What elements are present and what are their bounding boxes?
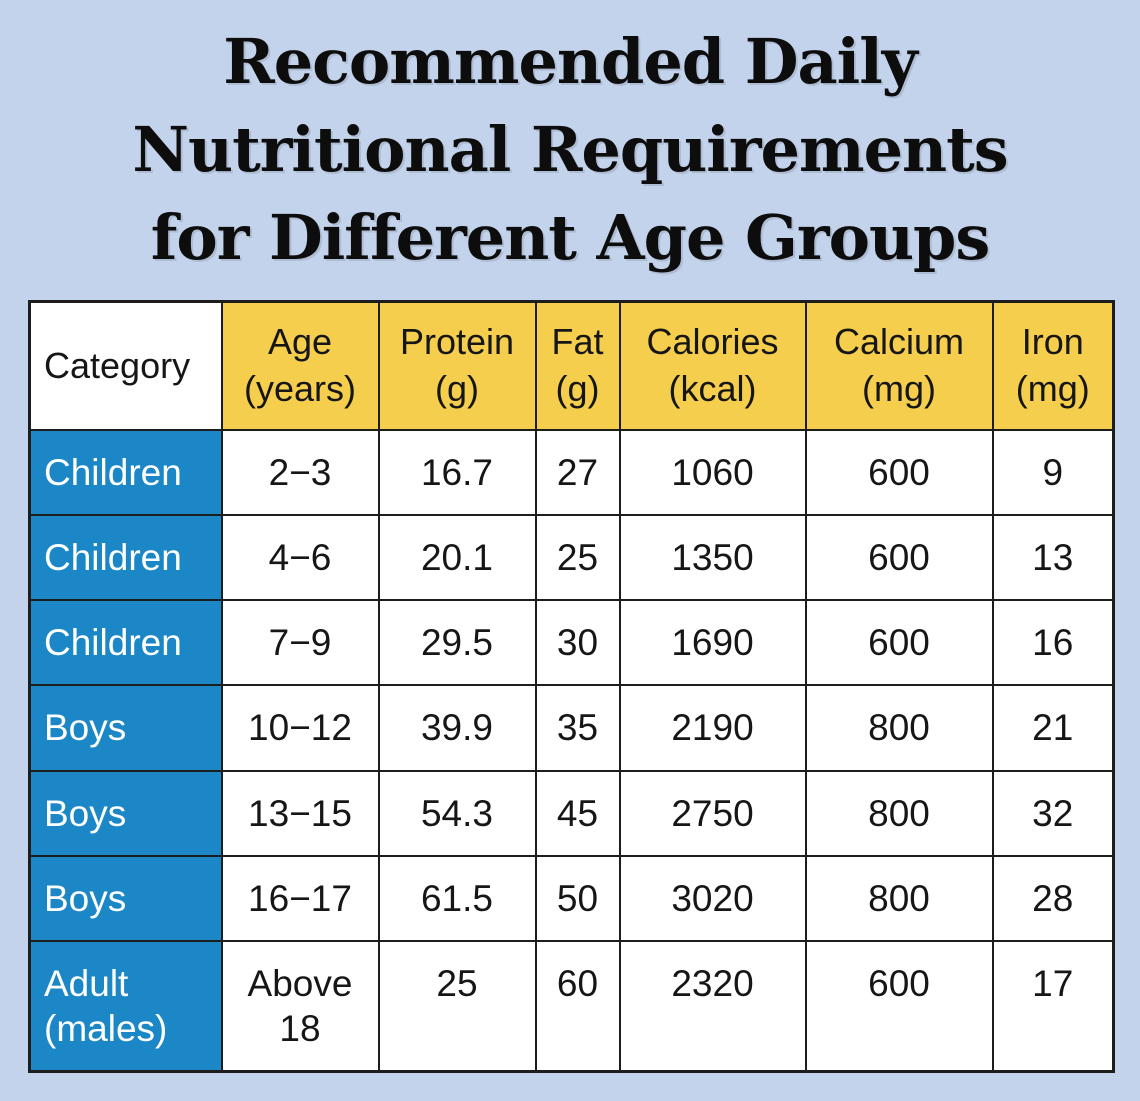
column-header-iron: Iron (mg)	[991, 300, 1115, 431]
cell-calories: 1350	[618, 514, 807, 602]
cell-calcium: 600	[804, 939, 994, 1073]
cell-fat: 45	[534, 769, 621, 857]
category-cell: Children	[28, 599, 223, 687]
cell-fat: 60	[534, 939, 621, 1073]
title-line-3: for Different Age Groups	[150, 201, 991, 275]
category-cell: Boys	[28, 684, 223, 772]
cell-age: 13−15	[220, 769, 380, 857]
cell-calcium: 600	[804, 514, 994, 602]
cell-age: 10−12	[220, 684, 380, 772]
cell-protein: 25	[377, 939, 537, 1073]
table-row: Boys 16−17 61.5 50 3020 800 28	[28, 854, 1115, 942]
cell-fat: 30	[534, 599, 621, 687]
table-row: Children 7−9 29.5 30 1690 600 16	[28, 599, 1115, 687]
cell-fat: 25	[534, 514, 621, 602]
cell-fat: 50	[534, 854, 621, 942]
cell-fat: 27	[534, 428, 621, 517]
cell-age: 4−6	[220, 514, 380, 602]
column-header-category: Category	[28, 300, 223, 431]
cell-iron: 9	[991, 428, 1115, 517]
cell-iron: 21	[991, 684, 1115, 772]
cell-iron: 28	[991, 854, 1115, 942]
cell-age: 16−17	[220, 854, 380, 942]
cell-iron: 17	[991, 939, 1115, 1073]
column-header-calcium: Calcium (mg)	[804, 300, 994, 431]
cell-calcium: 600	[804, 599, 994, 687]
column-header-age: Age (years)	[220, 300, 380, 431]
cell-iron: 13	[991, 514, 1115, 602]
category-cell: Boys	[28, 854, 223, 942]
category-cell: Children	[28, 514, 223, 602]
title-line-1: Recommended Daily	[223, 25, 918, 98]
table-row: Boys 13−15 54.3 45 2750 800 32	[28, 769, 1115, 857]
column-header-protein: Protein (g)	[377, 300, 537, 431]
cell-calcium: 600	[804, 428, 994, 517]
table-row: Adult (males) Above 18 25 60 2320 600 17	[28, 939, 1115, 1073]
title-line-2: Nutritional Requirements	[132, 113, 1008, 187]
nutrition-table: Category Age (years) Protein (g) Fat (g) Cal…	[28, 300, 1115, 1073]
column-header-calories: Calories (kcal)	[618, 300, 807, 431]
cell-protein: 20.1	[377, 514, 537, 602]
cell-calcium: 800	[804, 684, 994, 772]
cell-protein: 54.3	[377, 769, 537, 857]
table-row: Children 2−3 16.7 27 1060 600 9	[28, 428, 1115, 517]
category-cell: Adult (males)	[28, 939, 223, 1073]
table-header-row: Category Age (years) Protein (g) Fat (g) Cal…	[28, 300, 1115, 431]
cell-calcium: 800	[804, 854, 994, 942]
cell-calories: 1060	[618, 428, 807, 517]
table-body: Children 2−3 16.7 27 1060 600 9 Children 4−6 20.1…	[28, 428, 1115, 1073]
cell-age: Above 18	[220, 939, 380, 1073]
cell-calcium: 800	[804, 769, 994, 857]
cell-protein: 61.5	[377, 854, 537, 942]
cell-protein: 16.7	[377, 428, 537, 517]
cell-age: 7−9	[220, 599, 380, 687]
cell-iron: 16	[991, 599, 1115, 687]
cell-protein: 29.5	[377, 599, 537, 687]
category-cell: Children	[28, 428, 223, 517]
cell-calories: 2320	[618, 939, 807, 1073]
table-row: Boys 10−12 39.9 35 2190 800 21	[28, 684, 1115, 772]
cell-calories: 2750	[618, 769, 807, 857]
cell-calories: 1690	[618, 599, 807, 687]
cell-protein: 39.9	[377, 684, 537, 772]
category-cell: Boys	[28, 769, 223, 857]
table-row: Children 4−6 20.1 25 1350 600 13	[28, 514, 1115, 602]
page-title: Recommended Daily Nutritional Requiremen…	[0, 18, 1140, 282]
cell-calories: 3020	[618, 854, 807, 942]
cell-age: 2−3	[220, 428, 380, 517]
cell-iron: 32	[991, 769, 1115, 857]
column-header-fat: Fat (g)	[534, 300, 621, 431]
cell-calories: 2190	[618, 684, 807, 772]
cell-fat: 35	[534, 684, 621, 772]
